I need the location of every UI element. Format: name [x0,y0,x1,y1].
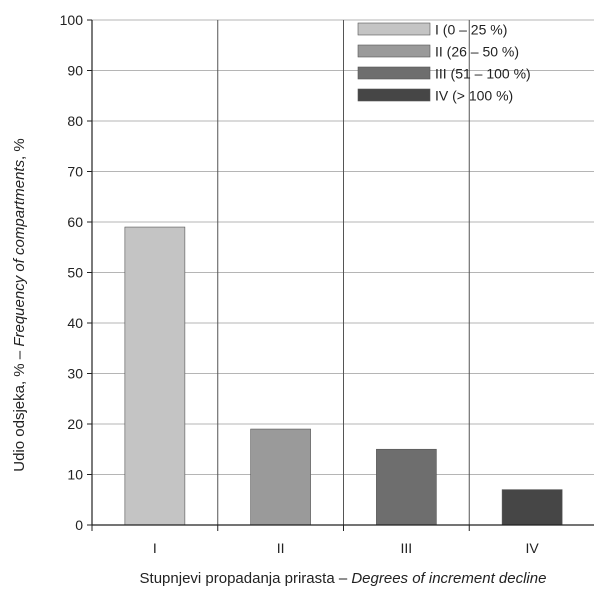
y-tick-label: 30 [67,366,83,382]
x-tick-labels: I II III IV [153,540,539,556]
legend: I (0 – 25 %) II (26 – 50 %) III (51 – 100 … [357,22,531,104]
legend-swatch [357,22,431,36]
bars [124,226,563,526]
y-tick-label: 70 [67,164,83,180]
y-axis-title: Udio odsjeka, % – Frequency of compartme… [11,138,28,472]
x-axis-title-main: Stupnjevi propadanja prirasta – [140,570,352,587]
legend-swatch [357,88,431,102]
y-axis-title-main: Udio odsjeka, % – [11,347,28,472]
y-axis-title-italic: Frequency of compartments [11,159,28,346]
axes [87,19,594,531]
x-tick-label: I [153,540,157,556]
y-tick-label: 60 [67,214,83,230]
legend-label: IV (> 100 %) [435,88,513,104]
legend-label: II (26 – 50 %) [435,44,519,60]
y-axis-title-suffix: , % [11,138,28,160]
y-tick-label: 90 [67,63,83,79]
bar [501,489,563,526]
legend-swatch [357,66,431,80]
x-axis-title: Stupnjevi propadanja prirasta – Degrees … [140,570,547,587]
legend-swatch [357,44,431,58]
y-tick-label: 40 [67,315,83,331]
bar [250,428,311,526]
x-tick-label: IV [526,540,540,556]
y-tick-labels: 0 10 20 30 40 50 60 70 80 90 100 [60,12,84,533]
legend-label: III (51 – 100 %) [435,66,531,82]
y-tick-label: 50 [67,265,83,281]
x-axis-title-italic: Degrees of increment decline [351,570,546,587]
x-tick-label: II [277,540,285,556]
y-tick-label: 0 [75,517,83,533]
bar [376,448,437,526]
y-tick-label: 10 [67,467,83,483]
x-tick-label: III [401,540,413,556]
y-tick-label: 80 [67,113,83,129]
y-tick-label: 100 [60,12,84,28]
legend-label: I (0 – 25 %) [435,22,507,38]
bar [124,226,186,526]
y-tick-label: 20 [67,416,83,432]
